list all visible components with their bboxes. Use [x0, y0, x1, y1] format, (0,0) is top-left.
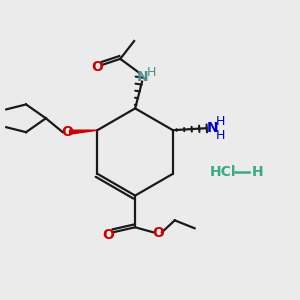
- Text: HCl: HCl: [209, 165, 236, 179]
- Text: N: N: [136, 70, 148, 84]
- Text: H: H: [216, 129, 225, 142]
- Text: O: O: [92, 60, 104, 74]
- Text: O: O: [103, 228, 114, 242]
- Polygon shape: [70, 130, 98, 134]
- Text: O: O: [152, 226, 164, 240]
- Text: N: N: [207, 121, 218, 135]
- Text: H: H: [146, 66, 156, 79]
- Text: O: O: [62, 125, 74, 139]
- Text: H: H: [216, 115, 225, 128]
- Text: H: H: [252, 165, 264, 179]
